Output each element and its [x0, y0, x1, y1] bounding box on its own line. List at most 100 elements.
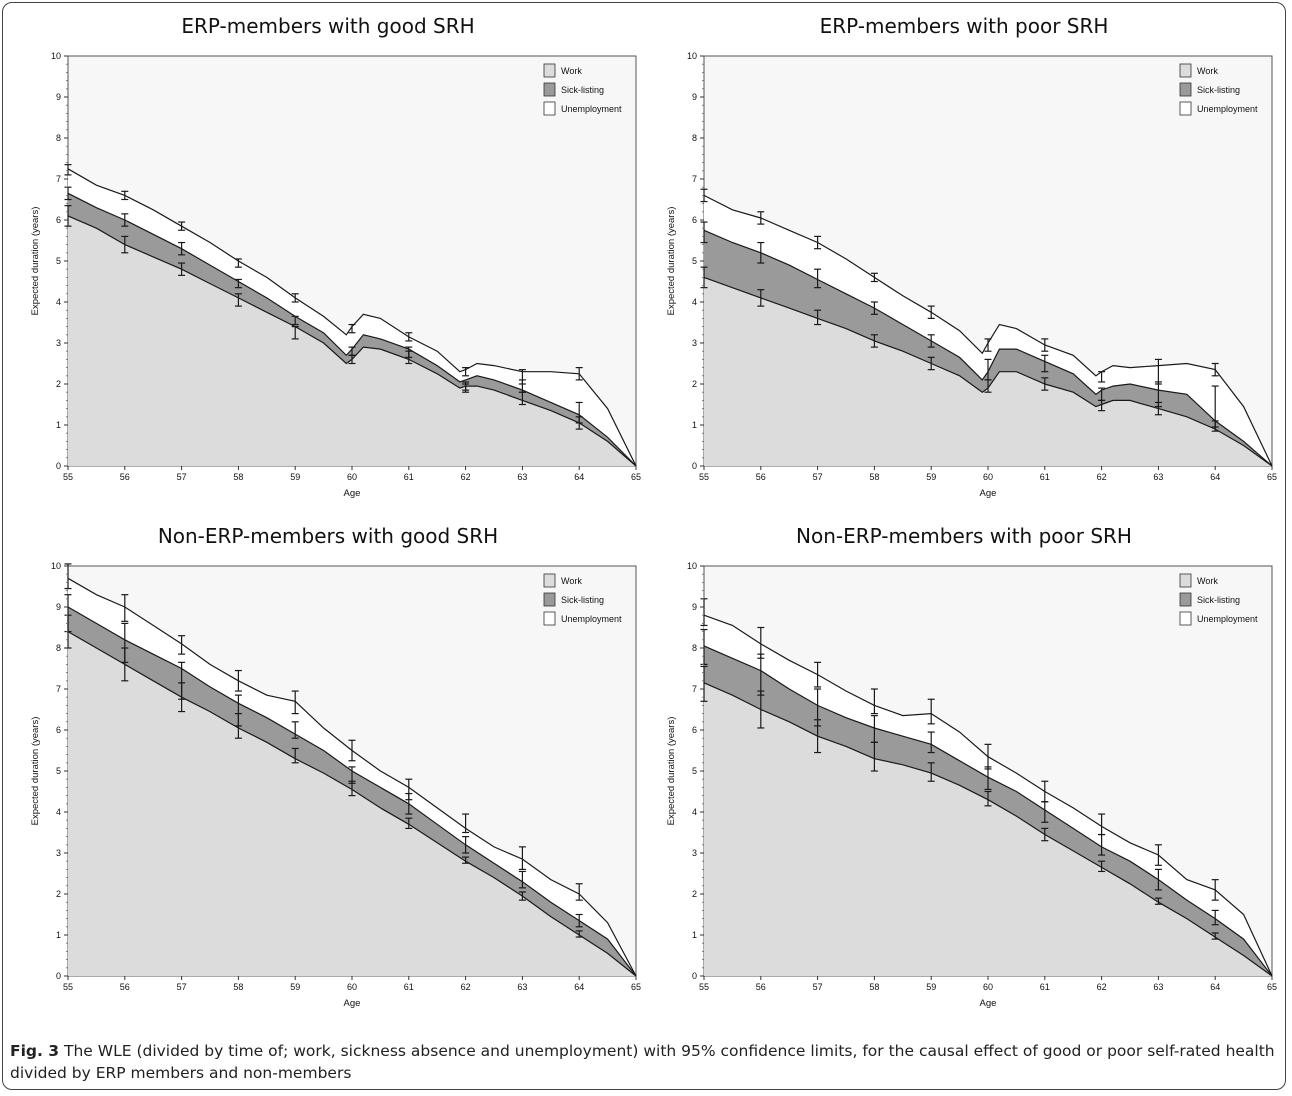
y-tick-label: 7 — [692, 174, 697, 184]
error-bar — [575, 367, 583, 381]
error-bar — [927, 334, 935, 348]
error-bar — [234, 669, 242, 692]
error-bar — [291, 293, 299, 303]
y-tick-label: 0 — [692, 971, 697, 981]
x-tick-label: 61 — [404, 472, 414, 482]
error-bar — [1211, 909, 1219, 926]
y-tick-label: 9 — [56, 602, 61, 612]
error-bar — [814, 235, 822, 250]
x-tick-label: 56 — [756, 982, 766, 992]
x-axis-label: Age — [344, 998, 361, 1009]
chart-title: Non-ERP-members with good SRH — [157, 524, 499, 548]
y-tick-label: 6 — [56, 725, 61, 735]
error-bar — [348, 323, 356, 334]
x-tick-label: 55 — [63, 472, 73, 482]
x-tick-label: 62 — [1097, 472, 1107, 482]
y-tick-label: 4 — [692, 807, 697, 817]
error-bar — [405, 817, 413, 829]
x-tick-label: 59 — [926, 982, 936, 992]
error-bar — [121, 190, 129, 201]
y-tick-label: 2 — [56, 889, 61, 899]
error-bar — [348, 766, 356, 784]
x-tick-label: 58 — [233, 472, 243, 482]
legend-work: Work — [543, 573, 582, 588]
x-tick-label: 63 — [517, 982, 527, 992]
figure-caption: Fig. 3 The WLE (divided by time of; work… — [10, 1040, 1280, 1084]
error-bar — [575, 913, 583, 928]
work-area — [68, 215, 636, 466]
x-tick-label: 56 — [120, 982, 130, 992]
y-tick-label: 10 — [687, 561, 697, 571]
x-tick-label: 56 — [120, 472, 130, 482]
legend-swatch — [543, 82, 556, 97]
error-bar — [1041, 780, 1049, 803]
y-tick-label: 2 — [692, 379, 697, 389]
error-bar — [927, 356, 935, 371]
x-tick-label: 64 — [1210, 472, 1220, 482]
error-bar — [870, 688, 878, 715]
error-bar — [405, 346, 413, 358]
legend-work: Work — [1179, 63, 1218, 78]
error-bar — [178, 661, 186, 700]
legend-swatch — [1179, 101, 1192, 116]
error-bar — [462, 836, 470, 854]
y-tick-label: 1 — [56, 930, 61, 940]
error-bar — [575, 401, 583, 424]
error-bar — [814, 268, 822, 289]
error-bar — [291, 690, 299, 715]
error-bar — [1154, 844, 1162, 866]
x-tick-label: 63 — [517, 472, 527, 482]
x-tick-label: 63 — [1153, 472, 1163, 482]
error-bar — [927, 305, 935, 319]
error-bar — [1154, 897, 1162, 905]
x-tick-label: 62 — [461, 982, 471, 992]
error-bar — [1211, 362, 1219, 377]
chart-panel-nonerp-poor: Non-ERP-members with poor SRH 55 56 57 58 59… — [644, 516, 1284, 1036]
legend-sick-listing: Sick-listing — [543, 592, 604, 607]
x-tick-label: 57 — [813, 472, 823, 482]
error-bar — [462, 813, 470, 834]
y-tick-label: 3 — [692, 338, 697, 348]
y-tick-label: 5 — [692, 256, 697, 266]
legend-label: Sick-listing — [1197, 85, 1240, 95]
chart-svg: 55 56 57 58 59 60 61 62 63 64 65012345678910AgeExp… — [666, 561, 1277, 1009]
y-tick-label: 2 — [692, 889, 697, 899]
error-bar — [1041, 354, 1049, 373]
error-bar — [178, 635, 186, 655]
error-bar — [121, 622, 129, 663]
error-bar — [757, 241, 765, 264]
error-bar — [927, 762, 935, 782]
x-tick-label: 59 — [290, 472, 300, 482]
legend-swatch — [543, 573, 556, 588]
y-tick-label: 4 — [56, 297, 61, 307]
y-tick-label: 5 — [692, 766, 697, 776]
error-bar — [1041, 827, 1049, 842]
error-bar — [814, 309, 822, 326]
error-bar — [234, 258, 242, 268]
error-bar — [700, 221, 708, 244]
x-tick-label: 60 — [347, 982, 357, 992]
error-bar — [757, 626, 765, 659]
error-bar — [870, 715, 878, 743]
x-tick-label: 65 — [1267, 472, 1277, 482]
error-bar — [462, 856, 470, 864]
y-tick-label: 7 — [692, 684, 697, 694]
legend-label: Unemployment — [561, 104, 622, 114]
y-tick-label: 0 — [56, 971, 61, 981]
y-tick-label: 8 — [692, 643, 697, 653]
error-bar — [1154, 868, 1162, 891]
error-bar — [291, 326, 299, 340]
x-tick-label: 60 — [983, 982, 993, 992]
y-axis-label: Expected duration (years) — [30, 207, 41, 316]
y-axis-label: Expected duration (years) — [666, 717, 677, 826]
y-tick-label: 3 — [56, 848, 61, 858]
x-axis-label: Age — [344, 488, 361, 499]
error-bar — [64, 563, 72, 590]
legend-sick-listing: Sick-listing — [1179, 82, 1240, 97]
legend-swatch — [543, 101, 556, 116]
error-bar — [1098, 860, 1106, 873]
error-bar — [1154, 358, 1162, 385]
chart-panel-erp-poor: ERP-members with poor SRH 55 56 57 58 59 60 61… — [644, 6, 1284, 526]
error-bar — [984, 358, 992, 381]
